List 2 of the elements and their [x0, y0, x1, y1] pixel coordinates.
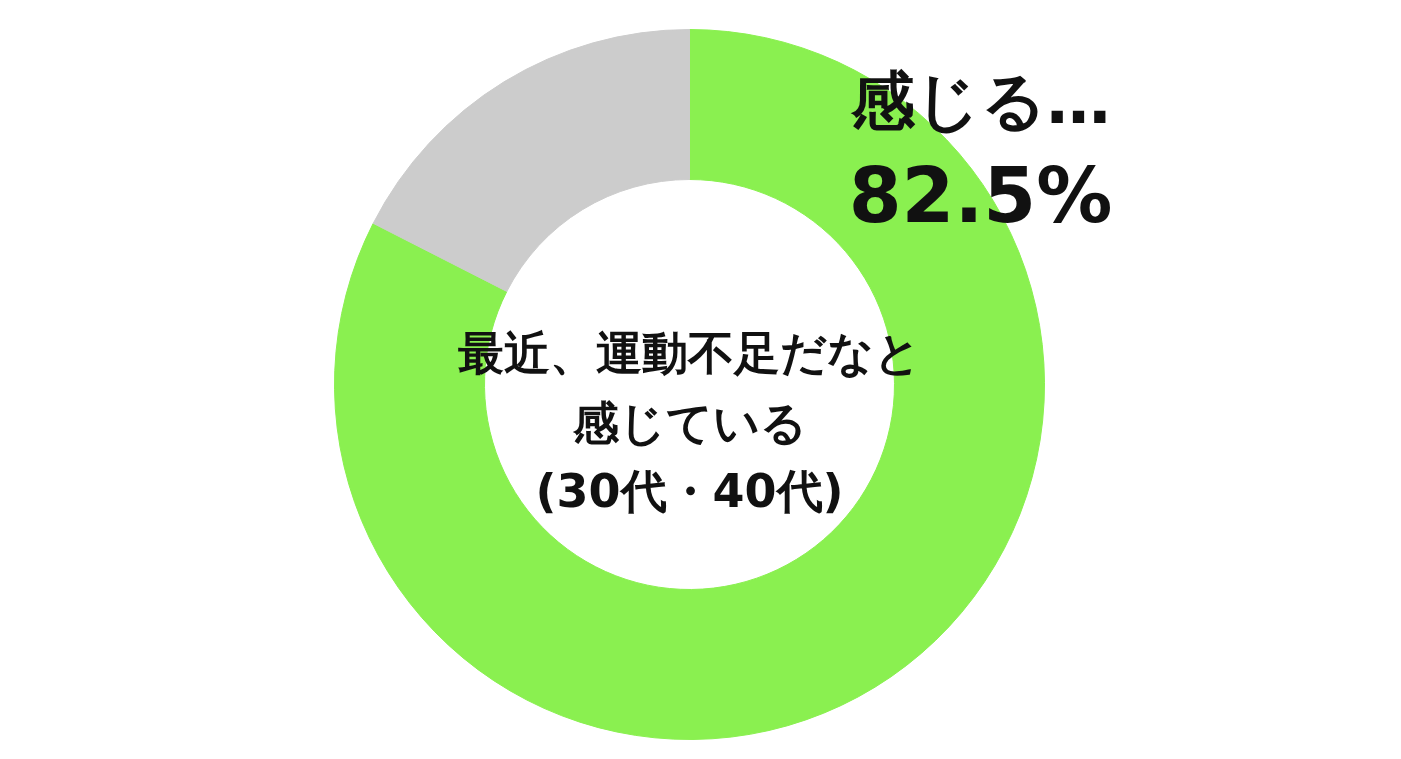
text: (30代・40代): [535, 463, 844, 518]
slice-label: 感じる…: [849, 63, 1111, 138]
